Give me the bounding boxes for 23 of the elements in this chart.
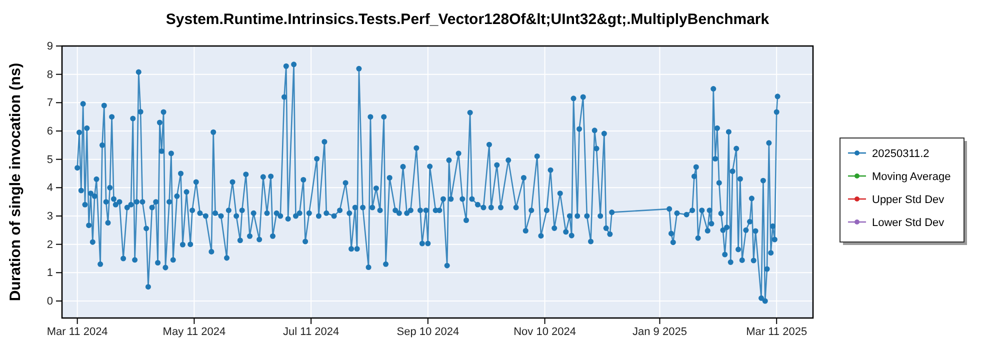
x-tick-label: Sep 10 2024	[396, 326, 460, 338]
y-tick-label: 9	[46, 40, 53, 53]
chart-title: System.Runtime.Intrinsics.Tests.Perf_Vector128Of&lt;UInt32&gt;.MultiplyBenchmark	[166, 11, 770, 28]
y-tick-label: 2	[46, 238, 53, 251]
y-tick-label: 7	[46, 97, 53, 110]
legend-label: Upper Std Dev	[872, 194, 945, 206]
y-tick-label: 6	[46, 126, 53, 138]
y-tick-label: 0	[46, 296, 53, 308]
y-tick-label: 8	[46, 68, 53, 81]
y-tick-label: 1	[46, 267, 53, 280]
y-tick-label: 5	[46, 154, 53, 166]
legend-label: Lower Std Dev	[872, 217, 945, 229]
x-tick-label: Jan 9 2025	[632, 326, 687, 338]
x-tick-label: Nov 10 2024	[514, 326, 576, 338]
legend-label: 20250311.2	[872, 148, 930, 160]
legend-label: Moving Average	[872, 171, 951, 183]
y-tick-label: 3	[46, 210, 53, 223]
y-axis-title: Duration of single invocation (ns)	[7, 62, 24, 302]
x-tick-label: Jul 11 2024	[283, 326, 340, 338]
x-tick-label: May 11 2024	[162, 326, 226, 338]
y-tick-label: 4	[46, 182, 53, 194]
x-tick-label: Mar 11 2025	[746, 326, 808, 338]
x-tick-label: Mar 11 2024	[46, 326, 108, 338]
